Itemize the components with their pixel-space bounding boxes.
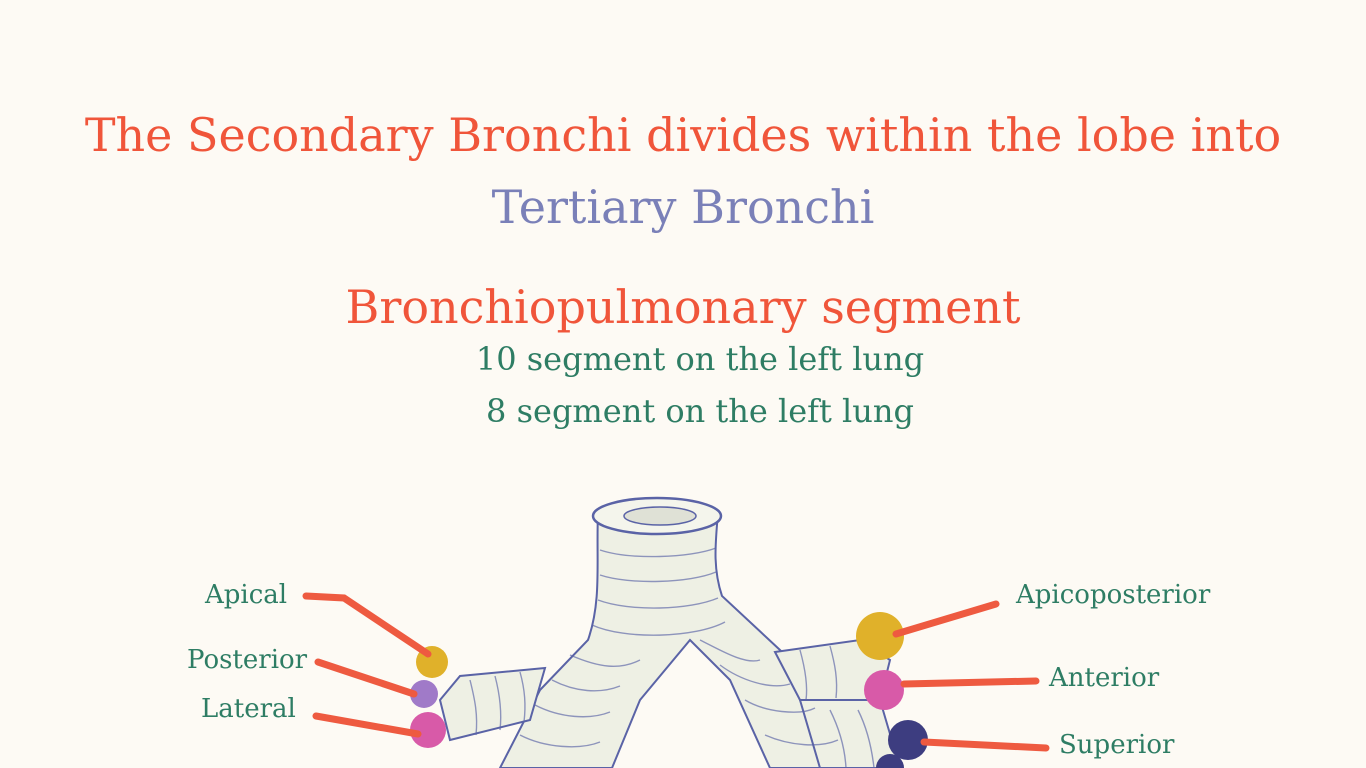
label-anterior: Anterior (1049, 663, 1160, 693)
segment-heading: Bronchiopulmonary segment (345, 280, 1021, 334)
lateral-pointer (312, 712, 422, 738)
cartilage-rings (469, 547, 875, 768)
right-segments (856, 612, 928, 768)
posterior-segment (410, 680, 438, 708)
pointer-lines (302, 592, 1050, 752)
anterior-pointer (900, 677, 1040, 688)
lower-segment (876, 754, 904, 768)
bronchial-tree (438, 496, 902, 768)
superior-segment (888, 720, 928, 760)
label-lateral: Lateral (201, 694, 296, 724)
label-apicoposterior: Apicoposterior (1016, 580, 1211, 610)
title-line-1: The Secondary Bronchi divides within the… (84, 108, 1282, 162)
title-line-2: Tertiary Bronchi (491, 180, 875, 234)
apicoposterior-segment (856, 612, 904, 660)
posterior-pointer (314, 658, 418, 698)
trachea-shape (498, 511, 852, 768)
label-superior: Superior (1059, 730, 1175, 760)
segment-line-1: 10 segment on the left lung (475, 340, 925, 378)
segment-line-2: 8 segment on the left lung (486, 392, 914, 430)
trachea-lumen (623, 506, 697, 526)
left-segments (410, 646, 448, 748)
label-posterior: Posterior (187, 645, 308, 675)
apicoposterior-pointer (892, 600, 1000, 638)
anterior-segment (864, 670, 904, 710)
superior-pointer (920, 738, 1050, 752)
left-branch (438, 666, 547, 742)
apical-pointer (302, 592, 432, 658)
label-apical: Apical (205, 580, 288, 610)
lateral-segment (410, 712, 446, 748)
